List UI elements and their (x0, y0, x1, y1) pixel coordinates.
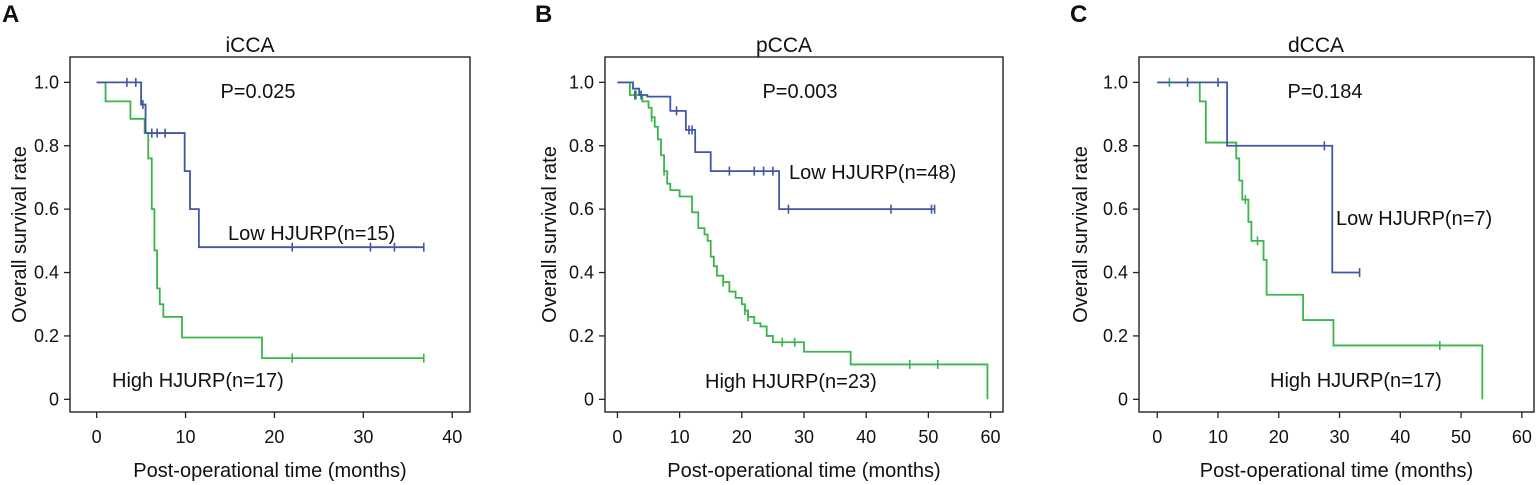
low-hjurp-label: Low HJURP(n=48) (789, 162, 956, 184)
low-hjurp-curve (1157, 81, 1360, 274)
x-axis-label: Post-operational time (months) (667, 460, 940, 482)
y-tick-label: 0.6 (34, 199, 59, 219)
x-tick-label: 40 (1390, 427, 1410, 447)
p-value-label: P=0.025 (220, 81, 295, 103)
y-tick-label: 0.6 (569, 199, 594, 219)
panel-title: dCCA (1288, 34, 1344, 57)
x-tick-label: 10 (1208, 427, 1228, 447)
high-hjurp-curve (96, 81, 424, 360)
plot-frame (1138, 56, 1535, 413)
x-axis-label: Post-operational time (months) (1200, 460, 1473, 482)
y-tick-label: 0.2 (1103, 326, 1128, 346)
low-hjurp-curve (617, 81, 935, 211)
y-tick-label: 0.4 (34, 263, 59, 283)
x-tick-label: 0 (92, 427, 102, 447)
high-hjurp-label: High HJURP(n=17) (1270, 370, 1442, 392)
y-tick-label: 0.4 (569, 263, 594, 283)
y-tick-label: 0.8 (1103, 136, 1128, 156)
panel-title: iCCA (225, 34, 274, 57)
p-value-label: P=0.003 (762, 81, 837, 103)
x-tick-label: 60 (981, 427, 1001, 447)
high-hjurp-curve (1157, 81, 1484, 400)
x-axis-label: Post-operational time (months) (133, 460, 406, 482)
panel-letter: C (1070, 1, 1087, 28)
y-tick-label: 1.0 (569, 72, 594, 92)
x-tick-label: 10 (670, 427, 690, 447)
y-tick-label: 0 (49, 389, 59, 409)
x-tick-label: 40 (442, 427, 462, 447)
x-tick-label: 50 (918, 427, 938, 447)
y-tick-label: 1.0 (1103, 72, 1128, 92)
plot-frame (604, 56, 1004, 413)
y-tick-label: 0.6 (1103, 199, 1128, 219)
y-axis-label: Overall survival rate (1070, 146, 1092, 323)
y-tick-label: 0.4 (1103, 263, 1128, 283)
x-tick-label: 50 (1451, 427, 1471, 447)
x-tick-label: 60 (1512, 427, 1532, 447)
x-tick-label: 30 (1330, 427, 1350, 447)
x-tick-label: 20 (732, 427, 752, 447)
low-hjurp-label: Low HJURP(n=15) (228, 223, 395, 245)
high-hjurp-label: High HJURP(n=17) (112, 370, 284, 392)
y-tick-label: 0 (1118, 389, 1128, 409)
x-tick-label: 10 (176, 427, 196, 447)
low-hjurp-label: Low HJURP(n=7) (1336, 208, 1492, 230)
y-tick-label: 0 (584, 389, 594, 409)
x-tick-label: 30 (794, 427, 814, 447)
x-tick-label: 0 (612, 427, 622, 447)
x-tick-label: 0 (1152, 427, 1162, 447)
high-hjurp-label: High HJURP(n=23) (705, 371, 877, 393)
x-tick-label: 20 (264, 427, 284, 447)
y-axis-label: Overall survival rate (9, 146, 31, 323)
x-tick-label: 20 (1269, 427, 1289, 447)
high-hjurp-curve (617, 81, 989, 400)
y-tick-label: 0.8 (569, 136, 594, 156)
x-tick-label: 40 (856, 427, 876, 447)
y-tick-label: 0.2 (34, 326, 59, 346)
y-tick-label: 0.2 (569, 326, 594, 346)
panel-title: pCCA (756, 34, 812, 57)
x-tick-label: 30 (353, 427, 373, 447)
panel-letter: A (2, 1, 19, 28)
plot-frame (69, 56, 471, 413)
y-tick-label: 0.8 (34, 136, 59, 156)
panel-letter: B (535, 1, 552, 28)
low-hjurp-curve (96, 81, 424, 249)
p-value-label: P=0.184 (1287, 81, 1362, 103)
y-tick-label: 1.0 (34, 72, 59, 92)
y-axis-label: Overall survival rate (539, 146, 561, 323)
